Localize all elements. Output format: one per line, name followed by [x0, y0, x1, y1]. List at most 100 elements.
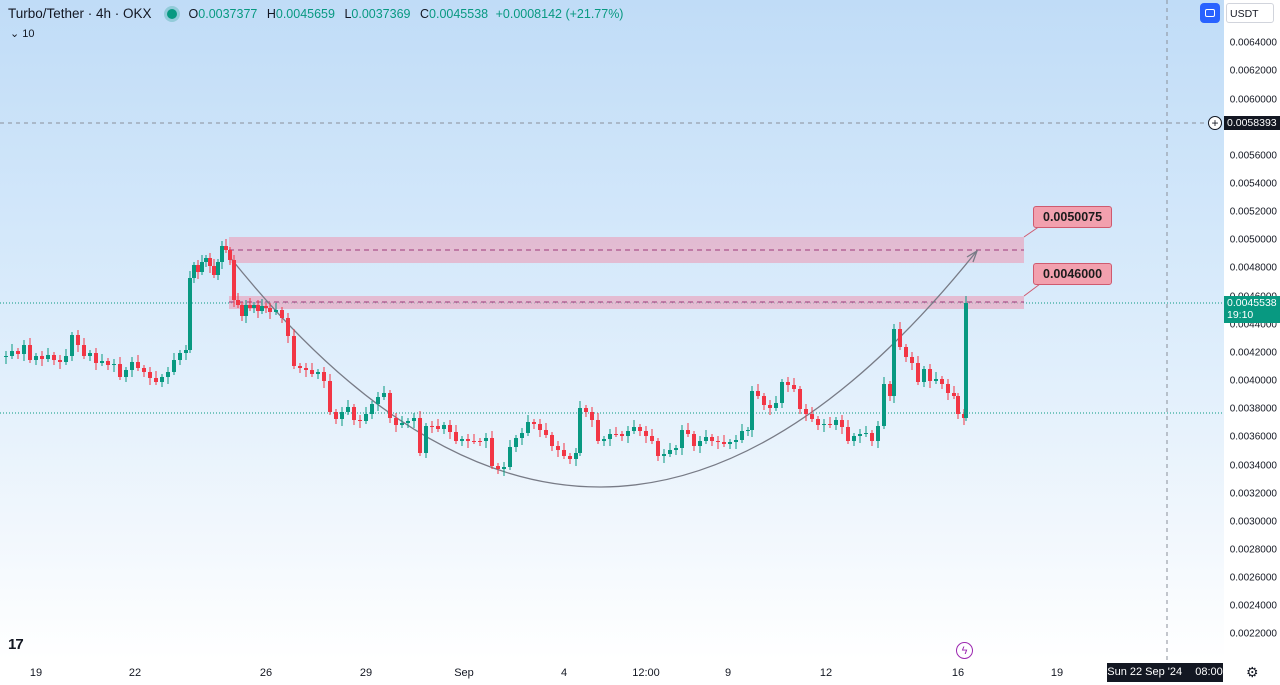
candle-body	[692, 434, 696, 446]
candle-body	[400, 423, 404, 425]
candle-body	[10, 351, 14, 356]
price-tick-label: 0.0028000	[1229, 544, 1277, 556]
chevron-down-icon[interactable]: ⌄	[10, 28, 20, 40]
candle-body	[734, 440, 738, 442]
ohlc-low-value: 0.0037369	[351, 7, 411, 21]
candle-body	[370, 404, 374, 414]
candle-body	[584, 408, 588, 412]
price-tick-label: 0.0050000	[1229, 234, 1277, 246]
market-status-icon	[167, 9, 178, 19]
lightning-icon[interactable]: ϟ	[956, 642, 973, 659]
candle-body	[496, 466, 500, 469]
candle-body	[698, 441, 702, 446]
candle-body	[94, 353, 98, 363]
candle-body	[248, 305, 252, 308]
candle-body	[614, 434, 618, 435]
upper-target-callout[interactable]: 0.0050075	[1033, 206, 1113, 228]
candle-body	[638, 427, 642, 431]
candle-body	[412, 418, 416, 421]
candle-body	[364, 414, 368, 421]
candle-body	[154, 378, 158, 382]
time-tick-label: 12	[819, 667, 833, 679]
candle-body	[750, 391, 754, 430]
chart-canvas[interactable]: Turbo/Tether · 4h · OKX O0.0037377 H0.00…	[0, 0, 1224, 660]
time-tick-label: 26	[259, 667, 273, 679]
candle-body	[124, 370, 128, 377]
candle-body	[100, 361, 104, 363]
lower-target-callout[interactable]: 0.0046000	[1033, 263, 1113, 285]
price-tick-label: 0.0024000	[1229, 600, 1277, 612]
price-tick-label: 0.0040000	[1229, 375, 1277, 387]
candle-body	[674, 448, 678, 450]
candle-body	[274, 310, 278, 312]
time-tick-label: 9	[724, 667, 732, 679]
candle-body	[204, 258, 208, 262]
candle-body	[550, 435, 554, 446]
candle-body	[532, 422, 536, 424]
candle-body	[892, 329, 896, 396]
candle-body	[852, 436, 856, 441]
candle-body	[910, 357, 914, 363]
candle-body	[466, 439, 470, 441]
candle-body	[442, 425, 446, 429]
candle-body	[346, 407, 350, 412]
settings-gear-icon[interactable]: ⚙	[1246, 664, 1259, 680]
candle-body	[64, 356, 68, 362]
candle-body	[716, 441, 720, 442]
plus-circle-icon[interactable]: +	[1208, 116, 1222, 130]
volume-value: 10	[22, 28, 35, 40]
candle-body	[22, 345, 26, 354]
candle-body	[508, 447, 512, 467]
candle-body	[608, 434, 612, 439]
candle-body	[484, 438, 488, 441]
price-tick-label: 0.0038000	[1229, 403, 1277, 415]
crosshair-price-value: 0.0058393	[1227, 117, 1277, 129]
candle-body	[762, 396, 766, 405]
candle-body	[514, 438, 518, 447]
candle-body	[172, 360, 176, 372]
tradingview-logo-icon[interactable]: 17	[8, 636, 24, 653]
symbol-legend: Turbo/Tether · 4h · OKX O0.0037377 H0.00…	[8, 6, 623, 21]
ohlc-low-label: L	[344, 7, 352, 21]
candle-body	[626, 431, 630, 436]
candle-body	[188, 278, 192, 350]
price-tick-label: 0.0042000	[1229, 347, 1277, 359]
volume-row[interactable]: ⌄ 10	[10, 27, 35, 40]
candle-body	[200, 262, 204, 272]
candlestick-chart[interactable]	[0, 0, 1224, 660]
candle-body	[680, 430, 684, 448]
ohlc-open-label: O	[188, 7, 199, 21]
candle-body	[864, 433, 868, 434]
candle-body	[40, 356, 44, 359]
candle-body	[882, 384, 886, 426]
candle-body	[840, 420, 844, 427]
candle-body	[436, 426, 440, 429]
candle-body	[472, 441, 476, 442]
candle-body	[876, 426, 880, 441]
candle-body	[644, 431, 648, 436]
cup-pattern-arc	[228, 251, 977, 488]
chart-toggle-icon[interactable]	[1200, 3, 1220, 23]
candle-body	[898, 329, 902, 347]
candle-body	[70, 335, 74, 356]
price-tick-label: 0.0044000	[1229, 319, 1277, 331]
currency-select[interactable]: USDT	[1226, 3, 1274, 23]
price-axis[interactable]: 0.0064000 0.0062000 0.0060000 0.0056000 0.00…	[1224, 0, 1280, 660]
candle-body	[106, 361, 110, 365]
price-tick-label: 0.0064000	[1229, 37, 1277, 49]
time-axis[interactable]: 19 22 26 29 Sep 4 12:00 9 12 16 19	[0, 660, 1280, 685]
ohlc-high-value: 0.0045659	[275, 7, 335, 21]
candle-body	[846, 427, 850, 441]
candle-body	[228, 250, 232, 260]
candle-body	[946, 384, 950, 393]
candle-body	[774, 403, 778, 408]
candle-body	[328, 381, 332, 412]
candle-body	[448, 425, 452, 432]
symbol-title[interactable]: Turbo/Tether · 4h · OKX	[8, 6, 152, 21]
time-tick-label: 4	[560, 667, 568, 679]
candle-body	[388, 393, 392, 418]
time-tick-label: 22	[128, 667, 142, 679]
time-tick-label: Sep	[454, 667, 474, 679]
candle-body	[264, 306, 268, 308]
candle-body	[34, 356, 38, 360]
